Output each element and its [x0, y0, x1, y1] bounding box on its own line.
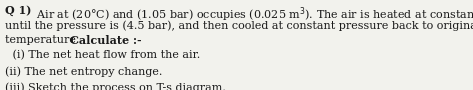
Text: temperature.: temperature.: [5, 35, 83, 45]
Text: Q 1): Q 1): [5, 5, 31, 16]
Text: Calculate :-: Calculate :-: [70, 35, 141, 46]
Text: (i) The net heat flow from the air.: (i) The net heat flow from the air.: [9, 50, 200, 60]
Text: Air at (20°C) and (1.05 bar) occupies (0.025 m$^3$). The air is heated at consta: Air at (20°C) and (1.05 bar) occupies (0…: [33, 5, 473, 24]
Text: until the pressure is (4.5 bar), and then cooled at constant pressure back to or: until the pressure is (4.5 bar), and the…: [5, 20, 473, 31]
Text: (iii) Sketch the process on T-s diagram.: (iii) Sketch the process on T-s diagram.: [5, 82, 226, 90]
Text: (ii) The net entropy change.: (ii) The net entropy change.: [5, 66, 162, 77]
